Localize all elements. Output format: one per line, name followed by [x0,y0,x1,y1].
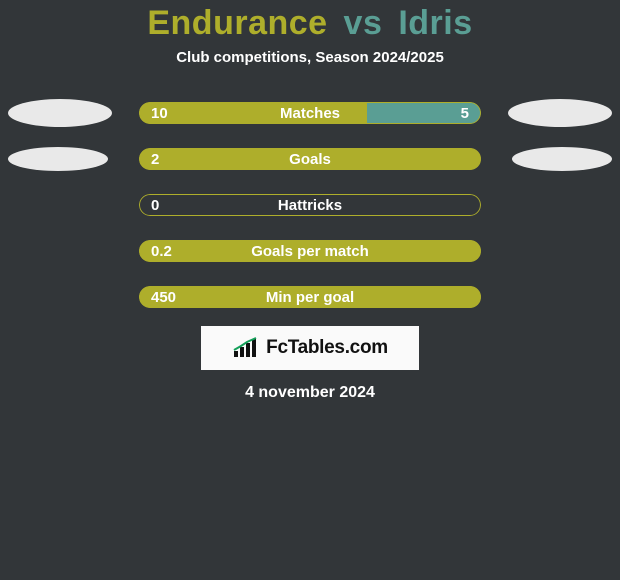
stat-row: 0 Hattricks [0,194,620,216]
stat-bar: 10 5 Matches [139,102,481,124]
stat-row: 2 Goals [0,148,620,170]
player2-badge [508,99,612,127]
page-title: Endurance vs Idris [0,4,620,43]
stat-value-left: 2 [151,151,159,168]
stat-value-left: 0 [151,197,159,214]
subtitle: Club competitions, Season 2024/2025 [0,49,620,66]
stat-label: Goals [289,151,331,168]
stat-value-left: 450 [151,289,176,306]
player2-name: Idris [398,4,472,42]
stat-row: 10 5 Matches [0,102,620,124]
stat-bar: 450 Min per goal [139,286,481,308]
footer-date: 4 november 2024 [0,384,620,402]
stat-row: 0.2 Goals per match [0,240,620,262]
player2-badge [512,147,612,171]
stat-label: Goals per match [251,243,369,260]
stat-value-right: 5 [461,105,469,122]
stat-row: 450 Min per goal [0,286,620,308]
stats-area: 10 5 Matches 2 Goals 0 Hattricks 0.2 Goals per m… [0,102,620,308]
player1-badge [8,99,112,127]
stat-value-left: 10 [151,105,168,122]
stat-label: Matches [280,105,340,122]
title-vs: vs [344,4,383,42]
source-logo[interactable]: FcTables.com [201,326,419,370]
stat-label: Hattricks [278,197,342,214]
stat-value-left: 0.2 [151,243,172,260]
player1-name: Endurance [147,4,327,42]
stat-bar: 0 Hattricks [139,194,481,216]
source-logo-text: FcTables.com [266,337,388,359]
stat-bar: 2 Goals [139,148,481,170]
stat-label: Min per goal [266,289,354,306]
stat-bar: 0.2 Goals per match [139,240,481,262]
bars-icon [232,337,262,359]
comparison-card: Endurance vs Idris Club competitions, Se… [0,0,620,402]
player1-badge [8,147,108,171]
